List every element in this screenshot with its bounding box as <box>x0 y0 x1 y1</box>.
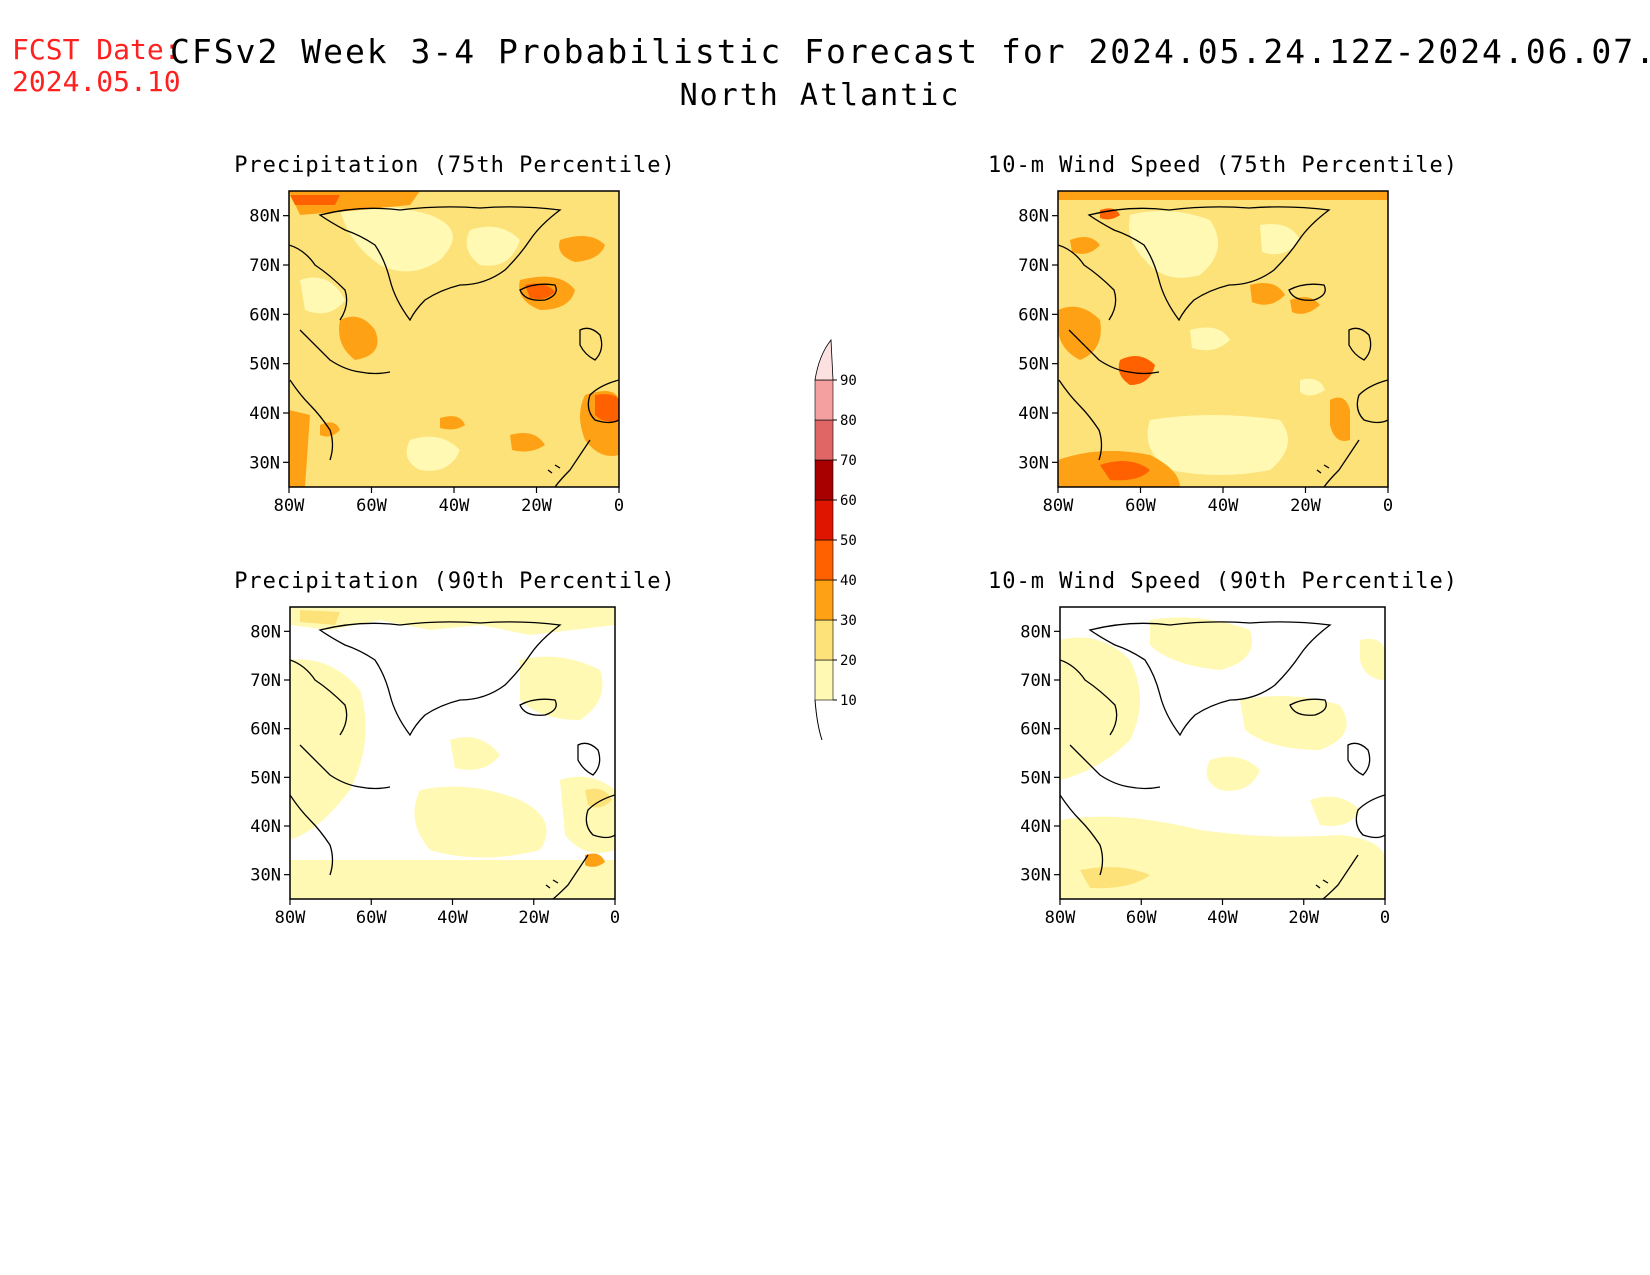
lat-tick-label-wind-75: 50N <box>1018 355 1049 375</box>
colorbar-top-extension <box>814 338 834 381</box>
lon-tick-label-precip-90: 20W <box>518 908 549 928</box>
colorbar-segment <box>814 419 834 461</box>
colorbar-bottom-extension <box>814 699 823 741</box>
lon-tick-label-wind-75: 20W <box>1290 496 1321 516</box>
panel-title-wind-90: 10-m Wind Speed (90th Percentile) <box>988 569 1458 594</box>
colorbar-label: 60 <box>840 493 857 509</box>
lon-tick-label-precip-90: 0 <box>610 908 620 928</box>
lat-tick-label-wind-90: 80N <box>1020 622 1051 642</box>
colorbar-segment <box>814 659 834 701</box>
lat-tick-label-wind-90: 60N <box>1020 720 1051 740</box>
lon-tick-label-wind-75: 60W <box>1125 496 1156 516</box>
colorbar-label: 10 <box>840 693 857 709</box>
panel-title-precip-75: Precipitation (75th Percentile) <box>234 153 676 178</box>
colorbar-label: 50 <box>840 533 857 549</box>
map-panel-wind-75 <box>1057 190 1389 488</box>
colorbar-segment <box>814 499 834 541</box>
lat-tick-label-precip-75: 80N <box>249 207 280 227</box>
lon-tick-label-precip-90: 60W <box>356 908 387 928</box>
lon-tick-label-precip-75: 20W <box>521 496 552 516</box>
colorbar-segment <box>814 459 834 501</box>
lat-tick-label-wind-75: 40N <box>1018 404 1049 424</box>
fcst-date-label: FCST Date: <box>12 33 181 66</box>
lat-tick-label-precip-90: 50N <box>250 768 281 788</box>
lon-tick-label-precip-90: 80W <box>275 908 306 928</box>
lon-tick-label-wind-75: 0 <box>1383 496 1393 516</box>
lat-tick-label-wind-90: 40N <box>1020 817 1051 837</box>
lat-tick-label-wind-90: 70N <box>1020 671 1051 691</box>
panel-title-precip-90: Precipitation (90th Percentile) <box>234 569 676 594</box>
colorbar-label: 30 <box>840 613 857 629</box>
map-panel-precip-90 <box>289 606 616 900</box>
map-panel-precip-75 <box>288 190 620 488</box>
lon-tick-label-precip-75: 80W <box>274 496 305 516</box>
region-subtitle: North Atlantic <box>679 78 961 113</box>
map-panel-wind-90 <box>1059 606 1386 900</box>
lat-tick-label-wind-75: 60N <box>1018 305 1049 325</box>
lon-tick-label-wind-90: 40W <box>1207 908 1238 928</box>
colorbar-segment <box>814 619 834 661</box>
lat-tick-label-wind-75: 70N <box>1018 256 1049 276</box>
panel-title-wind-75: 10-m Wind Speed (75th Percentile) <box>988 153 1458 178</box>
lon-tick-label-precip-75: 60W <box>356 496 387 516</box>
lat-tick-label-wind-90: 30N <box>1020 866 1051 886</box>
lon-tick-label-precip-75: 0 <box>614 496 624 516</box>
lat-tick-label-wind-75: 80N <box>1018 207 1049 227</box>
colorbar-label: 70 <box>840 453 857 469</box>
axes-layer: 80W 60W 40W 20W 0 80N 70N 60N 50N 40N 30N 80W 60W 40W… <box>249 207 1393 928</box>
lat-tick-label-precip-75: 50N <box>249 355 280 375</box>
lat-tick-label-wind-75: 30N <box>1018 453 1049 473</box>
lat-tick-label-precip-75: 40N <box>249 404 280 424</box>
lon-tick-label-precip-75: 40W <box>439 496 470 516</box>
lat-tick-label-wind-90: 50N <box>1020 768 1051 788</box>
lon-tick-label-wind-90: 60W <box>1126 908 1157 928</box>
lat-tick-label-precip-90: 70N <box>250 671 281 691</box>
lon-tick-label-wind-90: 0 <box>1380 908 1390 928</box>
colorbar-segment <box>814 379 834 421</box>
lat-tick-label-precip-90: 80N <box>250 622 281 642</box>
lon-tick-label-wind-90: 80W <box>1045 908 1076 928</box>
lon-tick-label-wind-75: 40W <box>1208 496 1239 516</box>
lon-tick-label-precip-90: 40W <box>437 908 468 928</box>
fcst-date-value: 2024.05.10 <box>12 65 181 98</box>
lat-tick-label-precip-75: 70N <box>249 256 280 276</box>
colorbar: 10 20 30 40 50 60 70 80 90 <box>814 338 857 741</box>
lat-tick-label-precip-90: 60N <box>250 720 281 740</box>
colorbar-label: 90 <box>840 373 857 389</box>
colorbar-label: 20 <box>840 653 857 669</box>
lat-tick-label-precip-75: 30N <box>249 453 280 473</box>
main-title: CFSv2 Week 3-4 Probabilistic Forecast fo… <box>170 32 1650 71</box>
lon-tick-label-wind-75: 80W <box>1043 496 1074 516</box>
colorbar-label: 80 <box>840 413 857 429</box>
colorbar-segment <box>814 539 834 581</box>
lon-tick-label-wind-90: 20W <box>1288 908 1319 928</box>
lat-tick-label-precip-90: 40N <box>250 817 281 837</box>
colorbar-segment <box>814 579 834 621</box>
colorbar-label: 40 <box>840 573 857 589</box>
lat-tick-label-precip-75: 60N <box>249 305 280 325</box>
lat-tick-label-precip-90: 30N <box>250 866 281 886</box>
